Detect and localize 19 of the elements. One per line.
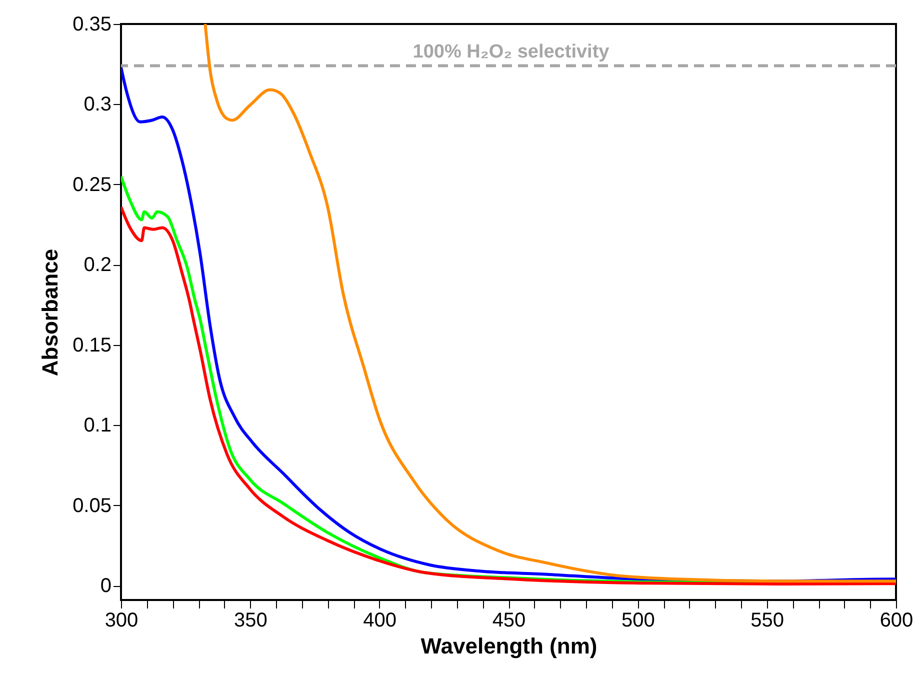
y-tick-label: 0.35 xyxy=(72,14,112,36)
x-tick-label: 300 xyxy=(104,610,138,632)
x-tick-label: 400 xyxy=(363,610,397,632)
y-tick-label: 0.2 xyxy=(84,254,112,276)
x-tick-label: 600 xyxy=(880,610,914,632)
y-axis-title: Absorbance xyxy=(38,248,63,376)
y-tick-label: 0.25 xyxy=(72,174,112,196)
x-tick-label: 550 xyxy=(750,610,784,632)
ref-line-label: 100% H₂O₂ selectivity xyxy=(412,42,610,63)
y-tick-label: 0 xyxy=(100,575,112,598)
line-series xyxy=(204,24,896,583)
x-axis-title: Wavelength (nm) xyxy=(420,634,598,658)
y-tick-label: 0.05 xyxy=(72,494,112,517)
x-tick-label: 450 xyxy=(492,610,526,632)
y-tick-label: 0.3 xyxy=(84,94,112,116)
y-tick-label: 0.1 xyxy=(84,414,112,437)
x-tick-label: 350 xyxy=(234,610,268,632)
y-tick-label: 0.15 xyxy=(72,334,112,356)
x-tick-label: 500 xyxy=(621,610,655,632)
